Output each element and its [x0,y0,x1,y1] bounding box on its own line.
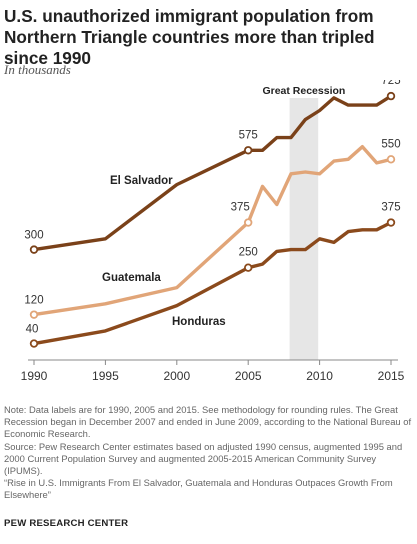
data-label: 550 [381,138,400,150]
chart-subtitle: In thousands [4,62,71,77]
data-label: 575 [239,129,258,141]
data-point-marker [243,263,253,272]
note-text: Note: Data labels are for 1990, 2005 and… [4,404,412,440]
series-name-label: Guatemala [102,272,161,284]
report-text: “Rise in U.S. Immigrants From El Salvado… [4,477,393,501]
data-point-marker [386,91,396,101]
data-label: 300 [24,230,43,242]
data-label: 725 [381,80,400,87]
x-tick-layer: 1990 1995 2000 2005 2010 2015 [21,360,405,383]
series-line [32,220,393,346]
data-point-marker [386,218,396,227]
series-name-label: Honduras [172,316,226,328]
chart-title: U.S. unauthorized immigrant population f… [4,6,375,68]
series-line [32,145,393,317]
data-label: 40 [26,324,39,336]
x-tick-label: 2015 [378,369,405,383]
x-tick-label: 1995 [92,369,119,383]
data-point-marker [243,218,253,227]
recession-label: Great Recession [262,85,345,97]
series-el-salvador: 300 575 725 El Salvador [24,80,401,254]
data-point-marker [29,245,39,254]
brand-logo: PEW RESEARCH CENTER [4,518,129,529]
series-guatemala: 120 375 550 Guatemala [24,138,401,319]
data-point-marker [386,155,396,164]
source-text: Source: Pew Research Center estimates ba… [4,440,403,477]
data-label: 375 [231,202,250,214]
data-point-marker [243,146,253,155]
recession-band [289,98,319,360]
series-line [32,94,393,252]
x-tick-label: 2000 [163,369,190,383]
x-tick-label: 1990 [21,369,48,383]
series-honduras: 40 250 375 Honduras [26,202,401,348]
line-chart: Great Recession 300 575 725 El Salvador 120 3… [21,80,405,383]
x-tick-label: 2010 [306,369,333,383]
data-point-marker [29,339,39,348]
chart-notes: Note: Data labels are for 1990, 2005 and… [4,404,414,502]
data-label: 250 [239,247,258,259]
data-label: 120 [24,295,43,307]
series-name-label: El Salvador [110,175,173,187]
x-tick-label: 2005 [235,369,262,383]
data-label: 375 [381,202,400,214]
data-point-marker [29,310,39,319]
